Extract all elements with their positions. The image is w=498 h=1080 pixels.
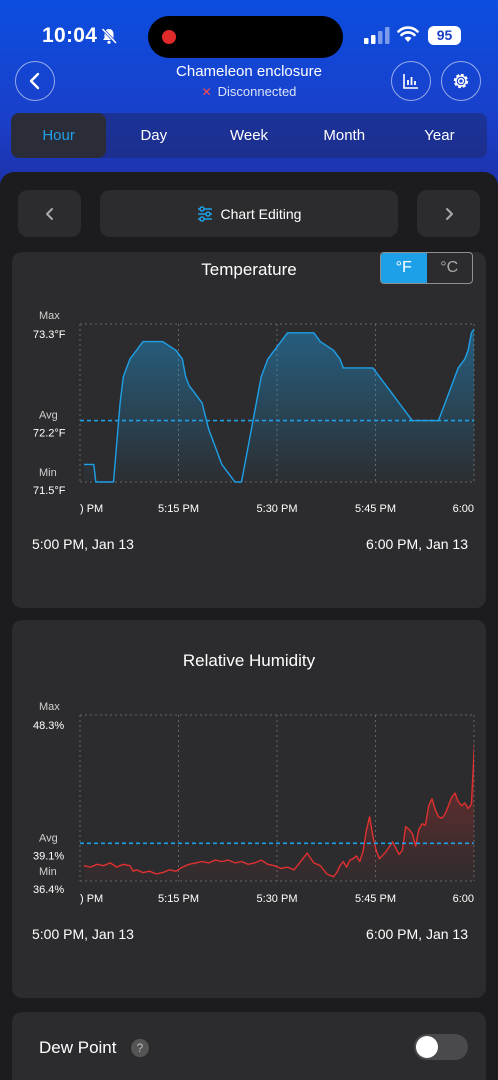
back-button[interactable] <box>15 61 55 101</box>
x-tick-label: 5:30 PM <box>257 503 298 515</box>
y-avg-value: 39.1% <box>33 850 64 862</box>
sliders-icon <box>197 205 212 222</box>
disconnected-x-icon: ✕ <box>201 85 212 99</box>
chart-editing-label: Chart Editing <box>220 205 302 222</box>
device-name: Chameleon enclosure <box>176 63 322 80</box>
tab-day[interactable]: Day <box>140 127 168 144</box>
gear-icon <box>453 73 469 89</box>
unit-celsius-button[interactable]: °C <box>440 259 459 276</box>
temperature-card: Temperature °F °C Max 73.3°F Avg 72.2°F Min 7… <box>12 252 486 608</box>
x-tick-label: 5:45 PM <box>355 503 396 515</box>
dew-point-toggle[interactable] <box>414 1034 468 1060</box>
temperature-range-end: 6:00 PM, Jan 13 <box>366 536 468 552</box>
wifi-icon <box>397 26 419 42</box>
y-avg-title: Avg <box>39 410 58 422</box>
unit-toggle: °F °C <box>380 252 473 284</box>
y-min-value: 71.5°F <box>33 485 66 497</box>
chart-editing-button[interactable]: Chart Editing <box>100 190 398 237</box>
x-tick-label: 5:15 PM <box>158 893 199 905</box>
y-max-value: 73.3°F <box>33 329 66 341</box>
temperature-title: Temperature <box>201 260 297 279</box>
series-area <box>83 329 474 482</box>
chevron-right-icon <box>445 207 453 220</box>
humidity-range-start: 5:00 PM, Jan 13 <box>32 926 134 942</box>
x-tick-label: 5:45 PM <box>355 893 396 905</box>
dynamic-island <box>148 16 343 58</box>
tab-month[interactable]: Month <box>323 127 366 144</box>
chart-export-button[interactable] <box>391 61 431 101</box>
status-bar: 10:04 95 <box>0 0 498 72</box>
series-group <box>83 740 474 881</box>
series-group <box>83 328 474 483</box>
tab-year[interactable]: Year <box>424 127 455 144</box>
humidity-chart[interactable]: Max 48.3% Avg 39.1% Min 36.4% ) PM 5:15 PM 5:30 … <box>12 694 486 914</box>
toggle-knob <box>416 1036 438 1058</box>
series-line <box>83 740 474 878</box>
series-area <box>83 753 474 881</box>
chevron-left-icon <box>29 72 40 90</box>
series-line <box>83 328 474 483</box>
next-period-button[interactable] <box>417 190 480 237</box>
status-time: 10:04 <box>42 24 98 47</box>
unit-fahrenheit-button[interactable]: °F <box>381 253 427 283</box>
x-tick-label: ) PM <box>80 893 103 905</box>
y-min-title: Min <box>39 866 57 878</box>
y-max-title: Max <box>39 310 60 322</box>
x-tick-label: 6:00 <box>453 503 474 515</box>
connection-status: ✕ Disconnected <box>100 84 398 99</box>
humidity-title: Relative Humidity <box>182 651 316 670</box>
signal-icon <box>364 27 390 44</box>
tab-week[interactable]: Week <box>229 127 269 144</box>
chevron-left-icon <box>45 207 53 220</box>
x-tick-label: 5:15 PM <box>158 503 199 515</box>
humidity-range-end: 6:00 PM, Jan 13 <box>366 926 468 942</box>
y-max-title: Max <box>39 701 60 713</box>
battery-indicator: 95 <box>428 26 461 45</box>
x-tick-label: 6:00 <box>453 893 474 905</box>
temperature-range-start: 5:00 PM, Jan 13 <box>32 536 134 552</box>
y-avg-value: 72.2°F <box>33 428 66 440</box>
y-max-value: 48.3% <box>33 720 64 732</box>
x-tick-label: 5:30 PM <box>257 893 298 905</box>
time-range-tabs: Hour Day Week Month Year <box>11 113 487 158</box>
x-tick-label: ) PM <box>80 503 103 515</box>
recording-indicator-icon <box>162 30 176 44</box>
connection-status-text: Disconnected <box>217 84 297 99</box>
y-min-title: Min <box>39 467 57 479</box>
tab-hour[interactable]: Hour <box>11 113 107 158</box>
y-min-value: 36.4% <box>33 884 64 896</box>
bar-chart-icon <box>403 74 418 89</box>
previous-period-button[interactable] <box>18 190 81 237</box>
dew-point-label: Dew Point <box>39 1038 117 1057</box>
y-avg-title: Avg <box>39 832 58 844</box>
help-icon[interactable]: ? <box>131 1039 149 1057</box>
bell-muted-icon <box>101 27 118 45</box>
humidity-card: Relative Humidity Max 48.3% Avg 39.1% Min 36.… <box>12 620 486 998</box>
settings-button[interactable] <box>441 61 481 101</box>
dew-point-card: Dew Point ? <box>12 1012 486 1080</box>
temperature-chart[interactable]: Max 73.3°F Avg 72.2°F Min 71.5°F ) PM 5:15 PM 5:… <box>12 302 486 572</box>
